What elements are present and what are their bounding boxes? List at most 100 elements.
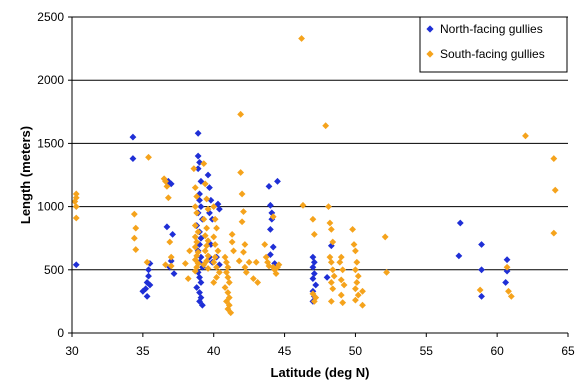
south-facing-point: [327, 225, 335, 233]
south-facing-point: [201, 247, 209, 255]
x-tick-label: 35: [136, 344, 150, 358]
legend-box: [419, 16, 568, 73]
south-facing-point: [327, 258, 335, 266]
x-axis-title: Latitude (deg N): [271, 365, 370, 380]
south-facing-point: [72, 190, 80, 198]
south-facing-point: [339, 266, 347, 274]
south-facing-point: [221, 253, 229, 261]
north-facing-point: [194, 165, 202, 173]
north-facing-point: [312, 281, 320, 289]
south-facing-point: [162, 177, 169, 185]
south-facing-point: [238, 218, 246, 226]
north-facing-point: [310, 258, 318, 266]
north-facing-point: [503, 267, 511, 275]
south-facing-point: [326, 219, 334, 227]
south-facing-point: [262, 253, 270, 261]
south-facing-point: [223, 268, 230, 276]
south-facing-point: [254, 279, 262, 286]
north-facing-point: [206, 209, 213, 217]
y-tick-label: 2000: [37, 73, 64, 87]
x-tick-label: 30: [65, 344, 79, 358]
south-facing-point: [132, 246, 140, 253]
south-facing-point: [261, 241, 269, 248]
north-facing-point: [194, 129, 202, 137]
y-tick-label: 1500: [37, 136, 64, 150]
south-facing-point: [211, 241, 219, 248]
south-facing-point: [505, 287, 512, 295]
x-tick-label: 65: [561, 344, 575, 358]
south-facing-point: [336, 258, 344, 266]
south-facing-point: [359, 287, 366, 295]
south-facing-point: [214, 247, 222, 255]
south-facing-point: [166, 238, 174, 246]
south-facing-point: [193, 209, 201, 217]
south-facing-point: [265, 262, 273, 270]
south-facing-point: [224, 305, 232, 313]
south-facing-point: [163, 182, 171, 190]
north-facing-point: [268, 209, 276, 217]
south-facing-point: [337, 276, 345, 284]
north-facing-point: [198, 301, 206, 309]
north-facing-point: [455, 252, 463, 260]
south-facing-point: [162, 261, 169, 269]
south-facing-point: [130, 210, 138, 218]
north-facing-point: [145, 272, 152, 280]
south-facing-point: [241, 263, 249, 271]
south-facing-point: [71, 198, 79, 205]
south-facing-point: [337, 253, 345, 261]
south-facing-point: [340, 281, 348, 289]
south-facing-point: [349, 225, 356, 233]
north-facing-point: [196, 241, 203, 248]
south-facing-point: [194, 248, 202, 256]
north-facing-point: [310, 270, 318, 277]
north-facing-point: [143, 292, 151, 300]
south-facing-point: [210, 258, 218, 266]
south-facing-point: [330, 272, 338, 280]
north-facing-point: [207, 241, 215, 248]
north-facing-point: [309, 263, 317, 271]
south-facing-point: [221, 284, 229, 291]
south-facing-point: [503, 263, 511, 271]
south-facing-point: [352, 296, 359, 304]
legend-marker-south: [426, 50, 434, 58]
south-facing-point: [507, 292, 515, 300]
south-facing-point: [310, 231, 318, 238]
north-facing-point: [478, 241, 485, 248]
south-facing-point: [203, 242, 211, 250]
south-facing-point: [264, 258, 271, 266]
north-facing-point: [323, 273, 331, 281]
south-facing-point: [230, 247, 237, 255]
north-facing-point: [196, 273, 203, 281]
south-facing-point: [329, 266, 337, 274]
south-facing-point: [215, 268, 223, 276]
south-facing-point: [337, 291, 345, 299]
x-tick-label: 55: [420, 344, 434, 358]
north-facing-point: [129, 155, 137, 162]
south-facing-point: [204, 265, 212, 272]
north-facing-point: [163, 223, 171, 231]
south-facing-point: [228, 231, 236, 238]
south-facing-point: [193, 193, 201, 200]
north-facing-point: [196, 196, 203, 204]
north-facing-point: [193, 284, 201, 291]
north-facing-point: [204, 171, 212, 179]
south-facing-point: [130, 234, 138, 242]
north-facing-point: [197, 253, 205, 261]
south-facing-point: [211, 253, 219, 261]
south-facing-point: [252, 258, 260, 266]
legend-marker-north: [426, 25, 434, 33]
south-facing-point: [329, 285, 337, 293]
south-facing-point: [359, 301, 366, 309]
south-facing-point: [193, 238, 201, 246]
x-tick-label: 50: [349, 344, 363, 358]
south-facing-point: [193, 252, 201, 260]
south-facing-point: [204, 237, 212, 245]
south-facing-point: [72, 194, 80, 202]
north-facing-point: [269, 243, 277, 251]
south-facing-point: [238, 190, 246, 198]
south-facing-point: [237, 169, 245, 176]
south-facing-point: [164, 194, 172, 202]
north-facing-point: [274, 177, 281, 185]
gridlines: [72, 16, 568, 271]
south-facing-point: [240, 208, 247, 216]
